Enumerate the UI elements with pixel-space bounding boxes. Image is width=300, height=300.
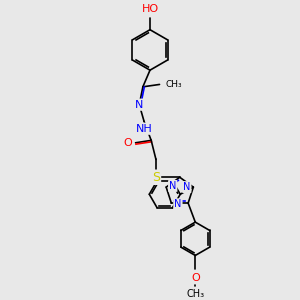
Text: O: O	[191, 273, 200, 283]
Text: CH₃: CH₃	[186, 289, 204, 299]
Text: CH₃: CH₃	[166, 80, 182, 89]
Text: S: S	[152, 171, 160, 184]
Text: O: O	[123, 138, 132, 148]
Text: NH: NH	[136, 124, 153, 134]
Text: N: N	[135, 100, 143, 110]
Text: N: N	[169, 181, 176, 191]
Text: N: N	[183, 182, 190, 192]
Text: N: N	[174, 199, 182, 209]
Text: HO: HO	[141, 4, 159, 14]
